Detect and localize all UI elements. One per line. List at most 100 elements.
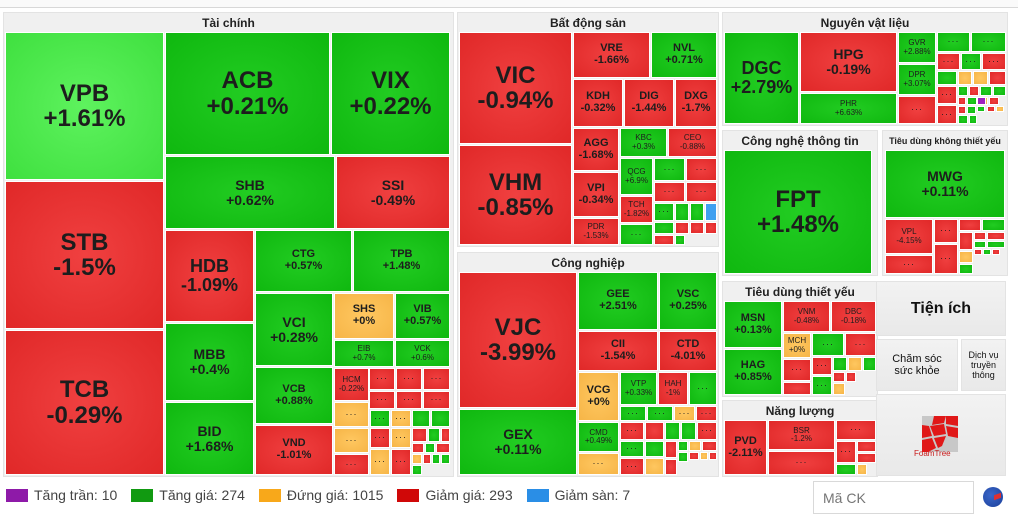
stock-tile-more[interactable] [665,459,677,475]
stock-code-search-input[interactable] [813,481,974,514]
stock-tile-more[interactable] [678,452,688,462]
stock-tile-more[interactable] [436,443,450,453]
stock-tile-more[interactable] [958,71,972,85]
stock-tile-msn[interactable]: MSN +0.13% [724,301,782,348]
stock-tile-more[interactable] [833,372,845,382]
stock-tile-qcg[interactable]: QCG +6.9% [620,158,653,195]
stock-tile-vpb[interactable]: VPB +1.61% [5,32,164,180]
stock-tile-pvd[interactable]: PVD -2.11% [724,420,767,475]
stock-tile-more[interactable]: ··· [937,86,957,104]
stock-tile-more[interactable]: ··· [391,449,411,475]
stock-tile-vtp[interactable]: VTP +0.33% [620,372,657,405]
stock-tile-more[interactable] [993,86,1006,96]
stock-tile-more[interactable] [987,241,1005,248]
stock-tile-more[interactable] [973,71,988,85]
stock-tile-kbc[interactable]: KBC +0.3% [620,128,667,157]
stock-tile-more[interactable]: ··· [396,391,422,409]
stock-tile-more[interactable] [678,441,688,451]
stock-tile-more[interactable]: ··· [620,458,644,475]
stock-tile-more[interactable] [959,251,973,263]
stock-tile-more[interactable]: ··· [654,158,685,181]
stock-tile-more[interactable] [969,115,977,124]
legend-item-unchanged[interactable]: Đứng giá: 1015 [258,487,383,503]
stock-tile-bsr[interactable]: BSR -1.2% [768,420,835,450]
stock-tile-more[interactable]: ··· [768,451,835,475]
stock-tile-more[interactable] [967,106,976,114]
stock-tile-more[interactable]: ··· [686,182,717,202]
stock-tile-more[interactable] [689,441,701,451]
stock-tile-eib[interactable]: EIB +0.7% [334,340,394,367]
stock-tile-more[interactable]: ··· [396,368,422,390]
stock-tile-vsc[interactable]: VSC +0.25% [659,272,717,330]
stock-tile-cii[interactable]: CII -1.54% [578,331,658,371]
stock-tile-gvr[interactable]: GVR +2.88% [898,32,936,63]
stock-tile-hpg[interactable]: HPG -0.19% [800,32,897,92]
stock-tile-more[interactable] [665,441,677,458]
stock-tile-more[interactable]: ··· [696,406,717,421]
stock-tile-more[interactable]: ··· [934,244,958,274]
stock-tile-more[interactable] [857,453,876,463]
stock-tile-more[interactable] [989,97,999,105]
stock-tile-more[interactable] [654,222,674,234]
stock-tile-more[interactable]: ··· [334,428,369,453]
stock-tile-hdb[interactable]: HDB -1.09% [165,230,254,322]
stock-tile-more[interactable]: ··· [647,406,673,421]
stock-tile-hag[interactable]: HAG +0.85% [724,349,782,395]
stock-tile-more[interactable] [681,422,696,440]
stock-tile-more[interactable] [412,465,422,475]
stock-tile-more[interactable]: ··· [578,453,619,475]
stock-tile-more[interactable]: ··· [370,428,390,448]
stock-tile-more[interactable]: ··· [370,449,390,475]
stock-tile-more[interactable]: ··· [334,402,369,427]
stock-tile-more[interactable] [959,219,981,231]
stock-tile-more[interactable] [833,383,845,395]
stock-tile-vcg[interactable]: VCG +0% [578,372,619,421]
stock-tile-more[interactable] [412,443,424,453]
stock-tile-more[interactable] [690,203,704,221]
stock-tile-more[interactable]: ··· [934,219,958,243]
stock-tile-vpl[interactable]: VPL -4.15% [885,219,933,254]
stock-tile-mwg[interactable]: MWG +0.11% [885,150,1005,218]
stock-tile-vjc[interactable]: VJC -3.99% [459,272,577,408]
legend-item-ceiling[interactable]: Tăng trần: 10 [6,487,117,503]
stock-tile-dbc[interactable]: DBC -0.18% [831,301,876,332]
legend-item-floor[interactable]: Giảm sàn: 7 [526,487,630,503]
stock-tile-phr[interactable]: PHR +6.63% [800,93,897,124]
stock-tile-more[interactable]: ··· [836,420,876,440]
stock-tile-more[interactable]: ··· [689,372,717,405]
stock-tile-dig[interactable]: DIG -1.44% [624,79,674,127]
stock-tile-more[interactable] [848,357,862,371]
stock-tile-more[interactable] [702,441,717,451]
stock-tile-gee[interactable]: GEE +2.51% [578,272,658,330]
stock-tile-more[interactable] [958,86,968,96]
stock-tile-more[interactable]: ··· [654,203,674,221]
stock-tile-more[interactable] [423,454,431,464]
stock-tile-more[interactable] [432,454,440,464]
stock-tile-more[interactable] [958,97,966,105]
stock-tile-more[interactable] [675,235,685,245]
stock-tile-more[interactable] [857,441,876,452]
stock-tile-cmd[interactable]: CMD +0.49% [578,422,619,452]
stock-tile-more[interactable]: ··· [971,32,1006,52]
stock-tile-more[interactable]: ··· [783,359,811,381]
stock-tile-more[interactable] [969,86,979,96]
stock-tile-more[interactable]: ··· [885,255,933,274]
stock-tile-more[interactable] [974,249,982,255]
stock-tile-vib[interactable]: VIB +0.57% [395,293,450,339]
stock-tile-more[interactable] [705,222,717,234]
stock-tile-more[interactable] [959,232,973,250]
stock-tile-shb[interactable]: SHB +0.62% [165,156,335,229]
stock-tile-nvl[interactable]: NVL +0.71% [651,32,717,78]
stock-tile-more[interactable] [412,410,430,427]
stock-tile-mbb[interactable]: MBB +0.4% [165,323,254,401]
stock-tile-more[interactable] [654,235,674,245]
group-tien-ich[interactable]: Tiện ích [876,281,1006,336]
stock-tile-more[interactable]: ··· [697,422,717,440]
stock-tile-more[interactable] [958,115,968,124]
stock-tile-ctg[interactable]: CTG +0.57% [255,230,352,292]
stock-tile-hcm[interactable]: HCM -0.22% [334,368,369,401]
stock-tile-mch[interactable]: MCH +0% [783,333,811,358]
stock-tile-more[interactable] [665,422,680,440]
stock-tile-dxg[interactable]: DXG -1.7% [675,79,717,127]
stock-tile-more[interactable]: ··· [370,410,390,427]
